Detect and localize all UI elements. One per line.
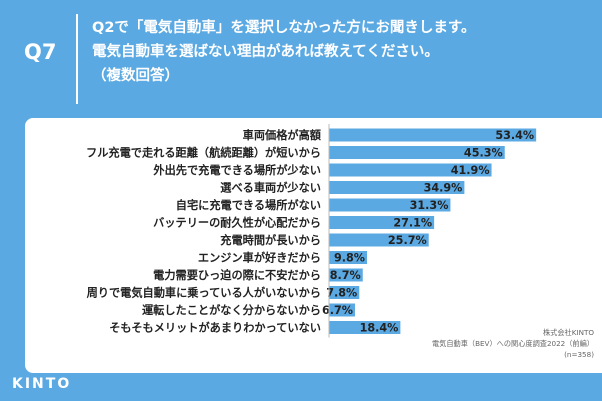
bar	[329, 286, 360, 299]
value-label: 9.8%	[334, 252, 365, 265]
value-label: 27.1%	[393, 217, 432, 230]
bar	[329, 251, 368, 264]
value-label: 7.8%	[326, 287, 357, 300]
value-label: 6.7%	[322, 304, 353, 317]
source-sample-size: (n=358)	[564, 350, 594, 359]
bar	[329, 321, 401, 334]
question-number: Q7	[24, 40, 57, 64]
bar-chart: 車両価格が高額 53.4% フル充電で走れる距離（航続距離）が短いから 45.3% 外出…	[86, 124, 537, 338]
category-label: バッテリーの耐久性が心配だから	[153, 216, 321, 230]
category-label: 車両価格が高額	[243, 128, 322, 142]
category-label: そもそもメリットがあまりわかっていない	[109, 321, 321, 335]
question-line-3: （複数回答）	[92, 68, 179, 84]
value-label: 53.4%	[495, 129, 534, 142]
question-text: Q2で「電気自動車」を選択しなかった方にお聞きします。 電気自動車を選ばない理由…	[92, 16, 597, 88]
category-label: 電力需要ひっ迫の際に不安だから	[153, 268, 321, 282]
bar	[329, 233, 429, 247]
question-line-1: Q2で「電気自動車」を選択しなかった方にお聞きします。	[92, 20, 476, 36]
bar	[329, 268, 363, 282]
value-label: 25.7%	[388, 234, 427, 247]
bar	[329, 198, 451, 212]
value-label: 8.7%	[330, 269, 361, 282]
bar	[329, 146, 505, 159]
category-label: 充電時間が長いから	[220, 233, 321, 247]
header-divider	[76, 14, 78, 104]
source-note: 株式会社KINTO 電気自動車（BEV）への関心度調査2022（前編） (n=3…	[394, 327, 594, 360]
kinto-logo: KINTO	[12, 376, 72, 392]
source-survey: 電気自動車（BEV）への関心度調査2022（前編）	[431, 339, 594, 348]
value-label: 34.9%	[424, 182, 463, 195]
category-label: 外出先で充電できる場所が少ない	[152, 163, 321, 177]
value-label: 18.4%	[360, 322, 399, 335]
question-header: Q7 Q2で「電気自動車」を選択しなかった方にお聞きします。 電気自動車を選ばな…	[0, 0, 602, 117]
category-label: フル充電で走れる距離（航続距離）が短いから	[86, 146, 321, 160]
chart-card: 車両価格が高額 53.4% フル充電で走れる距離（航続距離）が短いから 45.3% 外出…	[25, 118, 602, 373]
bar	[329, 163, 492, 177]
question-line-2: 電気自動車を選ばない理由があれば教えてください。	[92, 44, 439, 60]
value-label: 31.3%	[410, 199, 449, 212]
value-label: 45.3%	[464, 147, 503, 160]
category-label: エンジン車が好きだから	[198, 251, 321, 265]
category-label: 選べる車両が少ない	[220, 181, 321, 195]
value-label: 41.9%	[451, 164, 490, 177]
bar	[329, 181, 465, 194]
bar	[329, 128, 537, 142]
category-label: 運転したことがなく分からないから	[142, 303, 321, 317]
bar	[329, 303, 355, 317]
source-company: 株式会社KINTO	[542, 328, 594, 337]
category-label: 周りで電気自動車に乗っている人がいないから	[87, 286, 321, 300]
bar	[329, 216, 435, 229]
category-label: 自宅に充電できる場所がない	[176, 198, 321, 212]
